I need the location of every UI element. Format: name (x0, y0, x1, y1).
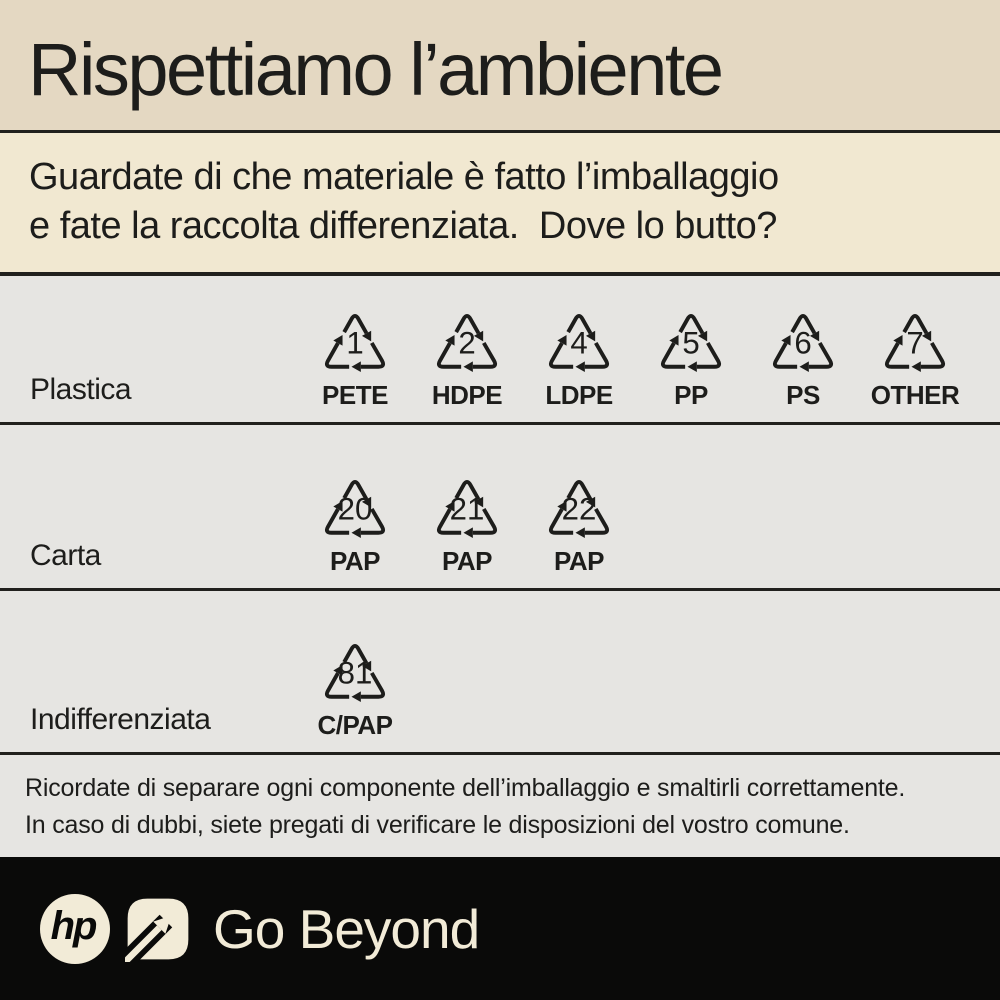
material-code-label: PAP (441, 546, 493, 576)
subtitle-text: Guardate di che materiale è fatto l’imba… (29, 153, 1000, 251)
svg-text:2: 2 (458, 325, 475, 360)
svg-text:7: 7 (906, 325, 923, 360)
recycling-triangle-icon: 21 (436, 480, 498, 539)
recycling-symbol-c-pap: 81 C/PAP (299, 635, 411, 741)
materials-table: Plastica 1 PETE 2 HDPE 4 LDPE 5 PP 6 PS 7 OTHER Carta… (0, 276, 1000, 755)
symbols-group: 20 PAP 21 PAP 22 PAP (299, 471, 635, 577)
hp-logo: hp (40, 893, 110, 964)
recycling-symbol-ldpe: 4 LDPE (523, 305, 635, 411)
material-row-indifferenziata: Indifferenziata 81 C/PAP (0, 591, 1000, 755)
go-beyond-arrow-icon (125, 898, 189, 962)
symbols-group: 81 C/PAP (299, 635, 411, 741)
material-code-label: PP (674, 380, 708, 410)
note-text: Ricordate di separare ogni componente de… (25, 770, 1000, 844)
recycling-triangle-icon: 7 (884, 314, 946, 373)
subtitle-band: Guardate di che materiale è fatto l’imba… (0, 133, 1000, 276)
material-code-label: PAP (329, 546, 381, 576)
note-line-2: In caso di dubbi, siete pregati di verif… (25, 811, 850, 839)
page-title: Rispettiamo l’ambiente (28, 28, 724, 111)
recycling-triangle-icon: 22 (548, 480, 610, 539)
recycling-symbol-pap: 20 PAP (299, 471, 411, 577)
material-row-carta: Carta 20 PAP 21 PAP 22 PAP (0, 425, 1000, 591)
material-label: Carta (30, 539, 101, 572)
svg-text:22: 22 (562, 491, 597, 526)
title-band: Rispettiamo l’ambiente (0, 0, 1000, 133)
material-code-label: PS (786, 380, 820, 410)
recycling-triangle-icon: 1 (324, 314, 386, 373)
svg-text:1: 1 (346, 325, 363, 360)
svg-text:4: 4 (570, 325, 587, 360)
hp-logo-letters: hp (50, 904, 98, 948)
svg-text:6: 6 (794, 325, 811, 360)
note-band: Ricordate di separare ogni componente de… (0, 755, 1000, 857)
subtitle-line-1: Guardate di che materiale è fatto l’imba… (29, 156, 779, 198)
material-label: Indifferenziata (30, 703, 211, 736)
material-code-label: C/PAP (317, 710, 393, 740)
material-code-label: PETE (322, 380, 388, 410)
recycling-symbol-pete: 1 PETE (299, 305, 411, 411)
subtitle-line-2: e fate la raccolta differenziata. Dove l… (29, 205, 777, 247)
recycling-symbol-hdpe: 2 HDPE (411, 305, 523, 411)
svg-text:21: 21 (450, 491, 485, 526)
recycling-triangle-icon: 20 (324, 480, 386, 539)
material-code-label: LDPE (545, 380, 613, 410)
svg-text:20: 20 (338, 491, 373, 526)
svg-text:81: 81 (338, 655, 373, 690)
svg-text:5: 5 (682, 325, 699, 360)
recycling-symbol-other: 7 OTHER (859, 305, 971, 411)
recycling-triangle-icon: 81 (324, 644, 386, 703)
material-code-label: PAP (553, 546, 605, 576)
recycling-symbol-pap: 21 PAP (411, 471, 523, 577)
recycling-triangle-icon: 5 (660, 314, 722, 373)
material-code-label: HDPE (431, 380, 503, 410)
footer: hp Go Beyond (0, 857, 1000, 1000)
note-line-1: Ricordate di separare ogni componente de… (25, 774, 906, 802)
recycling-symbol-pp: 5 PP (635, 305, 747, 411)
recycling-triangle-icon: 6 (772, 314, 834, 373)
recycling-symbol-ps: 6 PS (747, 305, 859, 411)
recycling-triangle-icon: 4 (548, 314, 610, 373)
material-label: Plastica (30, 373, 132, 406)
recycling-symbol-pap: 22 PAP (523, 471, 635, 577)
recycling-triangle-icon: 2 (436, 314, 498, 373)
footer-tagline: Go Beyond (213, 897, 480, 960)
material-code-label: OTHER (870, 380, 960, 410)
symbols-group: 1 PETE 2 HDPE 4 LDPE 5 PP 6 PS 7 OTHER (299, 305, 971, 411)
material-row-plastica: Plastica 1 PETE 2 HDPE 4 LDPE 5 PP 6 PS 7 OTHER (0, 276, 1000, 425)
